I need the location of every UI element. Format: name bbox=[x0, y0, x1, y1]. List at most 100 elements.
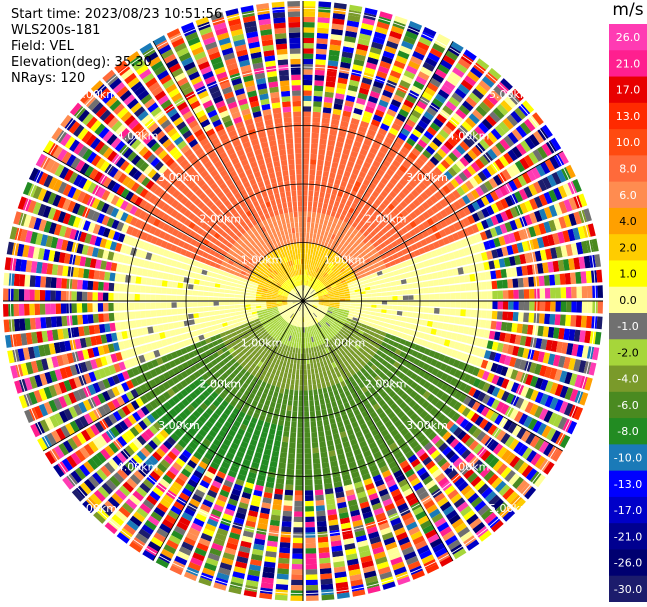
range-gate bbox=[115, 489, 127, 501]
range-gate bbox=[373, 551, 386, 560]
range-gate bbox=[321, 382, 327, 389]
range-gate bbox=[153, 397, 163, 407]
range-gate bbox=[518, 301, 525, 311]
range-gate bbox=[229, 365, 236, 372]
range-gate bbox=[193, 336, 200, 343]
range-gate bbox=[423, 307, 430, 313]
range-gate bbox=[231, 488, 242, 497]
range-gate bbox=[481, 118, 493, 130]
range-gate bbox=[145, 403, 154, 413]
range-gate bbox=[358, 171, 367, 179]
range-gate bbox=[366, 261, 373, 267]
range-gate bbox=[440, 461, 451, 472]
range-gate bbox=[544, 380, 554, 393]
range-gate bbox=[92, 472, 104, 485]
range-gate bbox=[347, 269, 353, 275]
range-gate bbox=[425, 479, 437, 490]
range-gate bbox=[376, 301, 382, 305]
range-gate bbox=[326, 335, 331, 341]
range-gate bbox=[306, 280, 309, 286]
range-gate bbox=[288, 335, 292, 342]
range-gate bbox=[311, 283, 316, 289]
range-gate bbox=[237, 341, 244, 348]
range-gate bbox=[263, 448, 272, 456]
range-gate bbox=[563, 328, 570, 341]
range-gate bbox=[396, 204, 404, 212]
range-gate bbox=[495, 502, 508, 515]
range-gate bbox=[380, 253, 387, 260]
range-gate bbox=[436, 113, 447, 124]
range-gate bbox=[425, 563, 440, 574]
range-gate bbox=[97, 345, 105, 356]
range-gate bbox=[293, 320, 297, 326]
range-gate bbox=[252, 343, 259, 350]
range-gate bbox=[361, 386, 368, 394]
range-gate bbox=[524, 252, 532, 264]
range-gate bbox=[313, 299, 319, 301]
range-gate bbox=[422, 178, 431, 187]
range-gate bbox=[419, 346, 426, 354]
range-gate bbox=[350, 173, 358, 181]
range-gate bbox=[475, 105, 488, 117]
range-gate bbox=[368, 441, 378, 450]
range-gate bbox=[412, 482, 424, 492]
range-gate bbox=[184, 464, 194, 474]
range-gate bbox=[256, 323, 262, 328]
range-gate bbox=[358, 281, 364, 286]
range-gate bbox=[307, 269, 310, 276]
range-gate bbox=[145, 343, 153, 352]
range-gate bbox=[176, 373, 184, 382]
range-gate bbox=[323, 296, 330, 299]
range-gate bbox=[387, 411, 396, 420]
range-gate bbox=[524, 401, 534, 414]
range-gate bbox=[355, 306, 361, 310]
range-gate bbox=[380, 177, 389, 186]
range-gate bbox=[380, 123, 390, 132]
range-gate bbox=[92, 437, 103, 450]
range-gate bbox=[425, 403, 434, 413]
range-gate bbox=[237, 428, 246, 436]
range-gate bbox=[475, 233, 483, 243]
range-gate bbox=[382, 498, 393, 507]
range-gate bbox=[345, 345, 352, 352]
range-gate bbox=[360, 297, 367, 301]
range-gate bbox=[284, 420, 291, 427]
range-gate bbox=[303, 48, 314, 54]
range-gate bbox=[33, 345, 41, 358]
range-gate bbox=[385, 194, 394, 203]
range-gate bbox=[462, 100, 474, 112]
range-gate bbox=[273, 334, 279, 340]
range-gate bbox=[366, 199, 374, 207]
range-gate bbox=[211, 480, 222, 489]
range-gate bbox=[313, 303, 319, 305]
range-gate bbox=[377, 194, 385, 202]
range-gate bbox=[291, 308, 296, 313]
range-gate bbox=[326, 503, 336, 511]
range-gate bbox=[103, 416, 114, 428]
range-gate bbox=[496, 280, 503, 289]
range-gate bbox=[276, 315, 282, 320]
range-gate bbox=[396, 331, 404, 338]
range-gate bbox=[347, 327, 354, 332]
range-gate bbox=[276, 329, 282, 336]
range-gate bbox=[64, 366, 73, 378]
range-gate bbox=[509, 356, 517, 368]
range-gate bbox=[289, 389, 294, 396]
range-gate bbox=[502, 487, 515, 500]
range-gate bbox=[432, 137, 443, 147]
range-gate bbox=[325, 81, 336, 88]
range-gate bbox=[523, 154, 535, 167]
range-gate bbox=[482, 382, 491, 393]
range-gate bbox=[402, 445, 412, 455]
range-gate bbox=[193, 379, 201, 388]
range-gate bbox=[331, 284, 337, 288]
range-gate bbox=[66, 352, 75, 364]
range-gate bbox=[491, 498, 504, 511]
range-gate bbox=[388, 442, 398, 451]
range-gate bbox=[310, 282, 314, 288]
range-gate bbox=[515, 125, 527, 138]
range-gate bbox=[307, 303, 313, 306]
range-gate bbox=[247, 315, 253, 319]
range-gate bbox=[420, 134, 431, 145]
range-gate bbox=[313, 228, 318, 234]
